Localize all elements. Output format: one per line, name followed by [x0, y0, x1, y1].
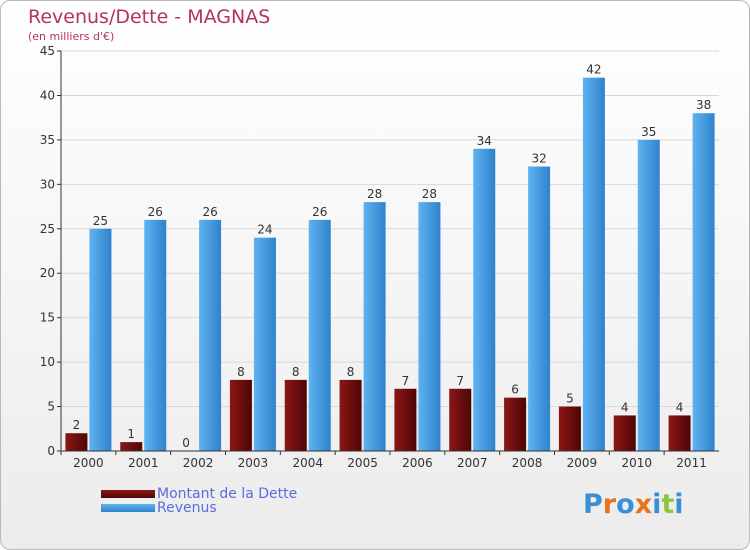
- bar-dette: [504, 397, 527, 451]
- legend-item-dette: Montant de la Dette: [101, 486, 298, 502]
- data-label-revenus: 26: [148, 205, 163, 219]
- data-label-revenus: 26: [312, 205, 327, 219]
- data-label-dette: 0: [182, 436, 190, 450]
- axes: [57, 50, 719, 455]
- bar-dette: [558, 406, 581, 451]
- proxiti-logo: Proxiti: [583, 489, 684, 520]
- x-tick-label: 2009: [567, 456, 598, 470]
- y-tick-label: 15: [40, 311, 55, 325]
- data-label-revenus: 32: [531, 152, 546, 166]
- bar-dette: [449, 388, 472, 451]
- data-label-revenus: 28: [367, 187, 382, 201]
- x-tick-label: 2006: [402, 456, 433, 470]
- logo-letter: x: [634, 489, 653, 520]
- legend: Montant de la Dette Revenus: [101, 486, 298, 516]
- chart-subtitle: (en milliers d'€): [28, 30, 115, 43]
- data-label-revenus: 34: [477, 134, 492, 148]
- bar-revenus: [692, 113, 715, 451]
- x-tick-label: 2011: [676, 456, 707, 470]
- data-label-revenus: 35: [641, 125, 656, 139]
- bars: [65, 77, 715, 452]
- legend-label-revenus: Revenus: [157, 500, 217, 516]
- bar-dette: [120, 442, 143, 451]
- x-tick-label: 2005: [347, 456, 378, 470]
- y-tick-label: 25: [40, 222, 55, 236]
- bar-revenus: [89, 228, 112, 451]
- bar-revenus: [253, 237, 276, 451]
- y-tick-label: 35: [40, 133, 55, 147]
- grid-lines: [61, 50, 719, 408]
- bar-revenus: [637, 139, 660, 451]
- bar-dette: [65, 433, 88, 451]
- x-tick-label: 2004: [292, 456, 323, 470]
- x-tick-label: 2002: [183, 456, 214, 470]
- legend-label-dette: Montant de la Dette: [157, 486, 298, 502]
- x-tick-label: 2007: [457, 456, 488, 470]
- data-label-dette: 7: [402, 374, 410, 388]
- logo-letter: P: [583, 489, 603, 520]
- data-label-revenus: 28: [422, 187, 437, 201]
- logo-letter: i: [674, 489, 684, 520]
- data-label-dette: 4: [621, 400, 629, 414]
- data-label-revenus: 38: [696, 98, 711, 112]
- legend-item-revenus: Revenus: [101, 500, 297, 516]
- x-tick-label: 2000: [73, 456, 104, 470]
- bar-dette: [394, 388, 417, 451]
- y-tick-label: 5: [47, 400, 55, 414]
- data-label-dette: 8: [347, 365, 355, 379]
- data-label-dette: 5: [566, 392, 574, 406]
- bar-dette: [668, 415, 691, 451]
- y-tick-label: 0: [47, 444, 55, 458]
- x-tick-label: 2010: [621, 456, 652, 470]
- bar-dette: [339, 379, 362, 451]
- data-label-dette: 8: [292, 365, 300, 379]
- y-tick-label: 45: [40, 44, 55, 58]
- logo-letter: t: [661, 489, 675, 520]
- data-label-revenus: 26: [202, 205, 217, 219]
- bar-revenus: [144, 219, 167, 451]
- bar-revenus: [582, 77, 605, 452]
- bar-revenus: [418, 202, 441, 451]
- x-tick-label: 2008: [512, 456, 543, 470]
- y-tick-label: 10: [40, 355, 55, 369]
- data-label-revenus: 25: [93, 214, 108, 228]
- labels: 0510152025303540452252000126200102620028…: [40, 44, 712, 470]
- data-label-dette: 8: [237, 365, 245, 379]
- bar-dette: [229, 379, 252, 451]
- logo-letter: i: [652, 489, 662, 520]
- bar-revenus: [308, 219, 331, 451]
- legend-swatch-revenus: [101, 504, 155, 512]
- data-label-dette: 1: [127, 427, 135, 441]
- data-label-dette: 7: [456, 374, 464, 388]
- bar-dette: [613, 415, 636, 451]
- bar-revenus: [473, 148, 496, 451]
- bar-revenus: [199, 219, 222, 451]
- logo-letter: r: [602, 489, 617, 520]
- bar-revenus: [528, 166, 551, 452]
- logo-letter: o: [616, 489, 635, 520]
- bar-dette: [284, 379, 307, 451]
- data-label-dette: 4: [676, 400, 684, 414]
- data-label-dette: 2: [73, 418, 81, 432]
- y-tick-label: 40: [40, 88, 55, 102]
- x-tick-label: 2003: [238, 456, 269, 470]
- data-label-dette: 6: [511, 383, 519, 397]
- y-tick-label: 30: [40, 177, 55, 191]
- bar-revenus: [363, 202, 386, 451]
- data-label-revenus: 42: [586, 63, 601, 77]
- legend-swatch-dette: [101, 490, 155, 498]
- y-tick-label: 20: [40, 266, 55, 280]
- data-label-revenus: 24: [257, 223, 272, 237]
- chart-title: Revenus/Dette - MAGNAS: [28, 6, 271, 28]
- x-tick-label: 2001: [128, 456, 159, 470]
